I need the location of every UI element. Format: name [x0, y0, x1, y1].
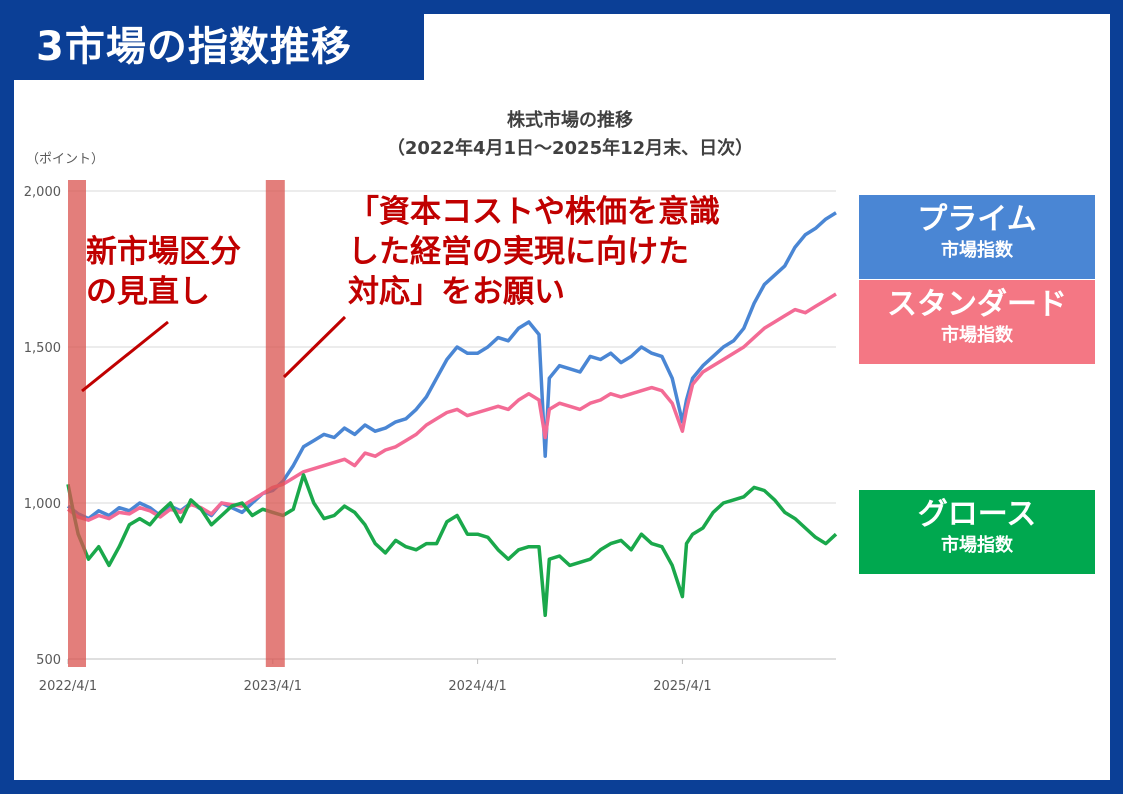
- x-tick-label: 2023/4/1: [244, 679, 302, 694]
- legend-prime-sub: 市場指数: [941, 240, 1013, 261]
- legend-growth: グロース 市場指数: [859, 490, 1095, 574]
- series-line-standard: [66, 292, 837, 522]
- y-tick-label: 500: [36, 653, 61, 668]
- legend-growth-name: グロース: [917, 497, 1037, 532]
- legend-growth-sub: 市場指数: [941, 535, 1013, 556]
- annotation-cost-of-capital-request: 「資本コストや株価を意識 した経営の実現に向けた 対応」をお願い: [348, 192, 720, 312]
- annotation-market-restructure: 新市場区分 の見直し: [86, 232, 241, 312]
- highlight-band-cost-of-capital: [265, 180, 285, 667]
- y-tick-label: 1,500: [24, 341, 61, 356]
- page-title: 3市場の指数推移: [14, 14, 424, 80]
- x-tick-label: 2025/4/1: [653, 679, 711, 694]
- callout-line-1: [81, 320, 169, 393]
- x-tick-label: 2024/4/1: [448, 679, 506, 694]
- x-tick-label: 2022/4/1: [39, 679, 97, 694]
- y-tick-label: 2,000: [24, 185, 61, 200]
- highlight-band-market-restructure: [68, 180, 86, 667]
- content-panel: [14, 14, 1110, 780]
- chart-title-line1: 株式市場の推移: [507, 110, 633, 131]
- legend-standard-name: スタンダード: [887, 287, 1067, 322]
- legend-standard: スタンダード 市場指数: [859, 280, 1095, 364]
- legend-prime: プライム 市場指数: [859, 195, 1095, 279]
- chart-title-line2: （2022年4月1日～2025年12月末、日次）: [386, 138, 754, 159]
- y-axis-unit-label: （ポイント）: [26, 152, 105, 167]
- annotation-2-line-3: 対応」をお願い: [348, 274, 565, 310]
- y-tick-label: 1,000: [24, 497, 61, 512]
- legend-prime-name: プライム: [917, 202, 1037, 237]
- annotation-1-line-1: 新市場区分: [86, 234, 241, 270]
- series-line-growth: [66, 473, 838, 618]
- annotation-2-line-2: した経営の実現に向けた: [348, 234, 689, 270]
- annotation-1-line-2: の見直し: [86, 274, 210, 310]
- legend-standard-sub: 市場指数: [941, 325, 1013, 346]
- annotation-2-line-1: 「資本コストや株価を意識: [348, 194, 720, 230]
- callout-line-2: [282, 315, 347, 379]
